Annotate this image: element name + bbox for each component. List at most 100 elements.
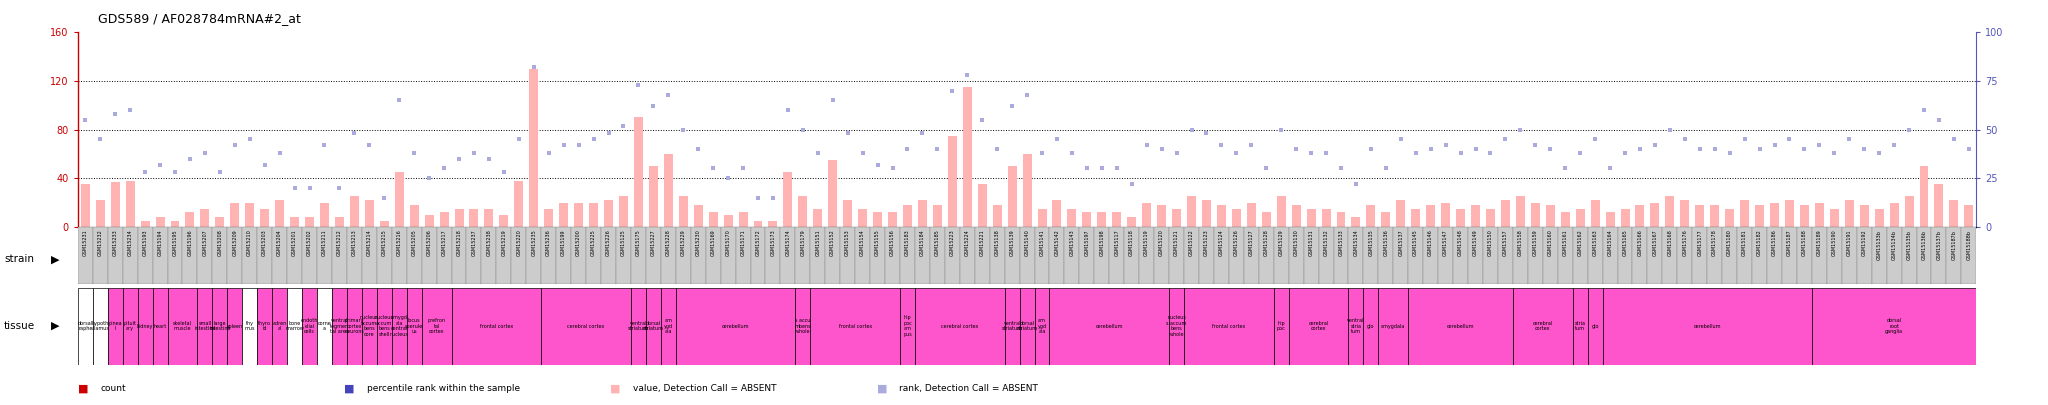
Point <box>1548 165 1581 172</box>
Text: GSM15208: GSM15208 <box>217 230 223 256</box>
Bar <box>1513 227 1528 284</box>
Text: GSM15205: GSM15205 <box>412 230 416 256</box>
Text: GSM15238: GSM15238 <box>487 230 492 256</box>
Bar <box>616 227 631 284</box>
Bar <box>1409 288 1513 364</box>
Text: GSM15155: GSM15155 <box>874 230 881 256</box>
Bar <box>1651 202 1659 227</box>
Text: GSM15152: GSM15152 <box>829 230 836 256</box>
Text: GSM15182: GSM15182 <box>1757 230 1761 256</box>
Point <box>1235 142 1268 148</box>
Bar <box>1606 212 1614 227</box>
Bar <box>1677 227 1692 284</box>
Bar <box>451 227 467 284</box>
Point <box>502 136 535 143</box>
Bar <box>1022 154 1032 227</box>
Bar <box>1423 227 1438 284</box>
Point <box>936 87 969 94</box>
Point <box>1714 150 1747 156</box>
Point <box>1698 146 1731 152</box>
Text: GSM15187b: GSM15187b <box>1952 230 1956 260</box>
Text: GSM15220: GSM15220 <box>516 230 522 256</box>
Text: large
intestine: large intestine <box>209 321 231 331</box>
Text: GSM15215: GSM15215 <box>381 230 387 256</box>
Text: hip
poc: hip poc <box>1276 321 1286 331</box>
Text: GSM15166: GSM15166 <box>1638 230 1642 256</box>
Bar <box>1262 212 1270 227</box>
Bar <box>1769 202 1780 227</box>
Bar <box>258 288 272 364</box>
Text: GSM15193: GSM15193 <box>143 230 147 256</box>
Bar <box>1038 209 1047 227</box>
Point <box>1221 150 1253 156</box>
Text: thy
mus: thy mus <box>244 321 256 331</box>
Text: GSM15121: GSM15121 <box>1174 230 1180 256</box>
Text: GSM15178: GSM15178 <box>1712 230 1716 256</box>
Bar <box>676 227 690 284</box>
Bar <box>1229 227 1243 284</box>
Bar <box>1782 227 1796 284</box>
Bar <box>1692 227 1708 284</box>
Bar <box>662 288 676 364</box>
Bar <box>1008 166 1016 227</box>
Text: GSM15216: GSM15216 <box>397 230 401 256</box>
Bar <box>604 200 612 227</box>
Bar <box>1231 209 1241 227</box>
Text: GSM15142: GSM15142 <box>1055 230 1059 256</box>
Bar <box>856 227 870 284</box>
Bar <box>362 288 377 364</box>
Point <box>1503 126 1536 133</box>
Bar <box>1470 205 1481 227</box>
Point <box>1489 136 1522 143</box>
Text: GSM15214: GSM15214 <box>367 230 373 256</box>
Bar <box>1812 227 1827 284</box>
Point <box>1415 146 1448 152</box>
Point <box>143 161 176 168</box>
Text: GSM15197: GSM15197 <box>1083 230 1090 256</box>
Bar <box>664 154 674 227</box>
Point <box>668 126 700 133</box>
Bar <box>301 227 317 284</box>
Bar <box>391 288 408 364</box>
Bar <box>723 215 733 227</box>
Bar <box>889 212 897 227</box>
Bar <box>1513 288 1573 364</box>
Text: glo: glo <box>1368 324 1374 328</box>
Bar <box>1931 227 1946 284</box>
Bar <box>1647 227 1663 284</box>
Point <box>891 146 924 152</box>
Text: GSM15217: GSM15217 <box>442 230 446 256</box>
Point <box>248 161 281 168</box>
Point <box>1444 150 1477 156</box>
Bar <box>811 288 899 364</box>
Point <box>1638 142 1671 148</box>
Text: GSM15187: GSM15187 <box>1788 230 1792 256</box>
Bar <box>1516 196 1526 227</box>
Bar <box>1604 227 1618 284</box>
Text: cerebral
cortex: cerebral cortex <box>1309 321 1329 331</box>
Text: GSM15213: GSM15213 <box>352 230 356 256</box>
Text: GSM15235: GSM15235 <box>530 230 537 256</box>
Point <box>877 165 909 172</box>
Bar <box>123 288 137 364</box>
Bar <box>201 209 209 227</box>
Bar <box>1124 227 1139 284</box>
Bar <box>1679 200 1690 227</box>
Text: GSM15135: GSM15135 <box>1368 230 1374 256</box>
Bar <box>1796 227 1812 284</box>
Bar <box>1964 205 1974 227</box>
Text: count: count <box>100 384 127 393</box>
Text: ▶: ▶ <box>51 254 59 264</box>
Bar <box>1110 227 1124 284</box>
Text: GSM15223: GSM15223 <box>950 230 954 256</box>
Bar <box>1812 288 1976 364</box>
Bar <box>1561 212 1569 227</box>
Bar <box>1827 227 1841 284</box>
Bar <box>408 227 422 284</box>
Point <box>1430 142 1462 148</box>
Bar <box>362 227 377 284</box>
Text: GSM15234: GSM15234 <box>127 230 133 256</box>
Bar <box>1169 227 1184 284</box>
Bar <box>1530 202 1540 227</box>
Bar <box>1753 227 1767 284</box>
